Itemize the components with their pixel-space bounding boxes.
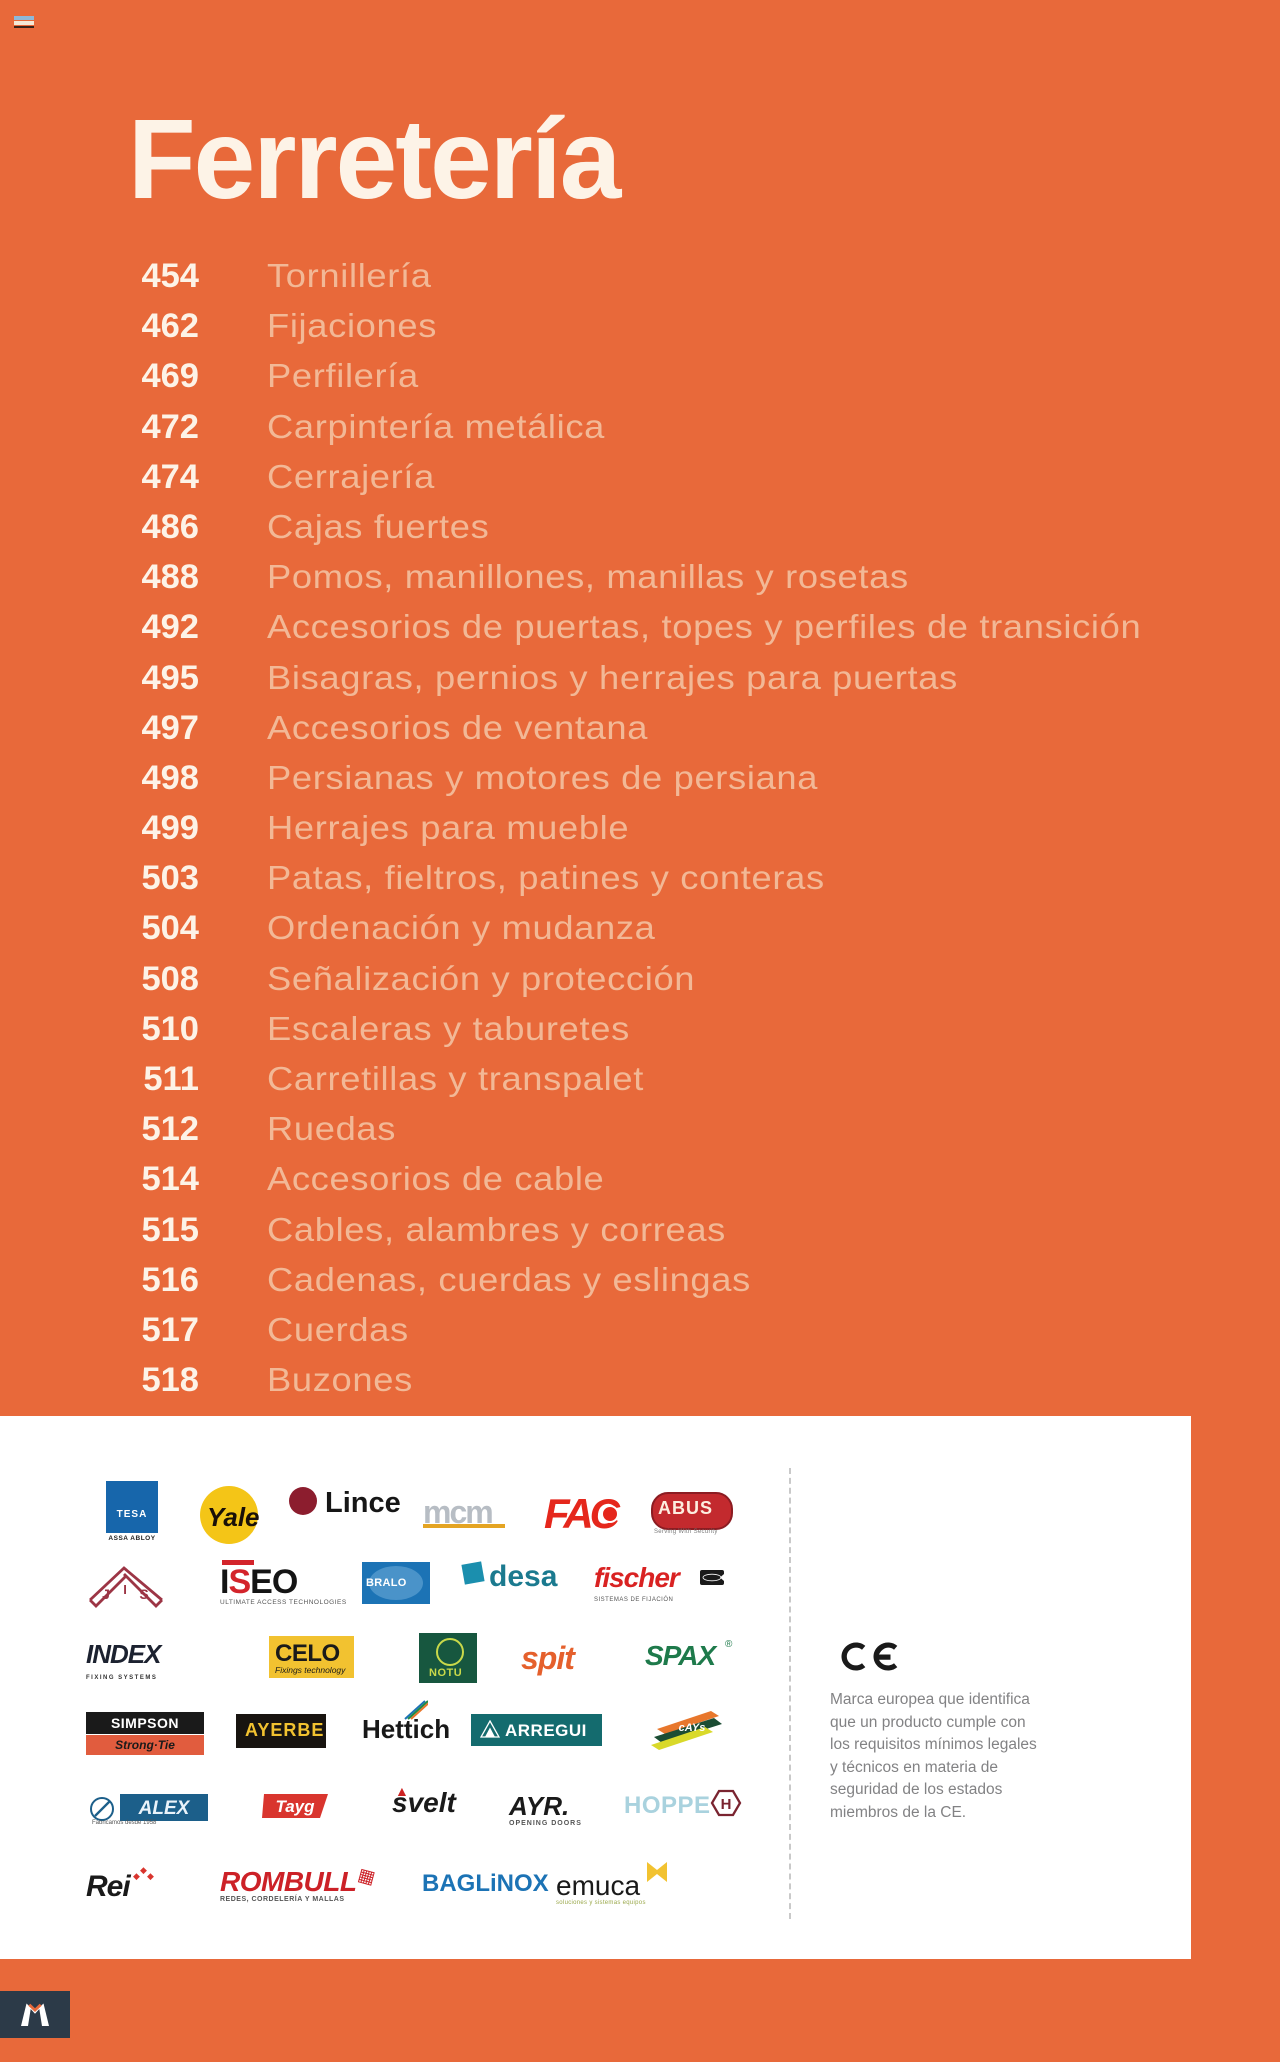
svg-text:ALEX: ALEX	[138, 1798, 191, 1819]
svg-text:Tayg: Tayg	[275, 1797, 315, 1816]
svg-text:cAYs: cAYs	[679, 1722, 706, 1734]
svg-text:H: H	[721, 1796, 732, 1813]
svg-text:J: J	[102, 1586, 110, 1602]
svg-text:I: I	[123, 1582, 127, 1597]
svg-text:S: S	[139, 1586, 148, 1602]
